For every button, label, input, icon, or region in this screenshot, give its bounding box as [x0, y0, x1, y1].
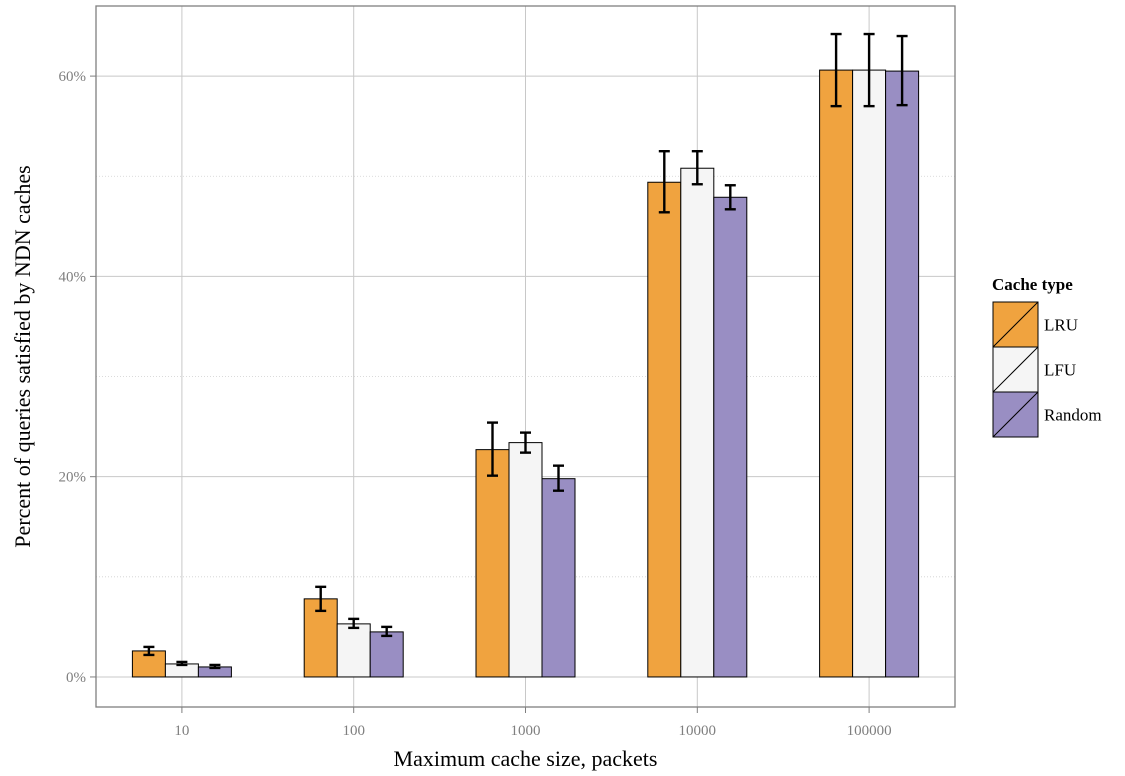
x-tick-label: 100 [342, 723, 365, 739]
bar-lru-1000 [475, 449, 510, 678]
legend: Cache type LRU LFU Random [992, 275, 1102, 438]
legend-title: Cache type [992, 275, 1073, 294]
bar-lfu-100 [336, 623, 371, 678]
x-axis-title: Maximum cache size, packets [394, 746, 658, 771]
legend-key-slash [992, 346, 1039, 393]
y-tick-label: 20% [59, 470, 87, 486]
y-axis-title: Percent of queries satisfied by NDN cach… [10, 165, 35, 547]
legend-label-lfu: LFU [1044, 361, 1076, 380]
error-bar-lfu-1000 [520, 431, 531, 454]
y-axis-ticks: 0% 20% 40% 60% [59, 69, 96, 686]
error-bar-lfu-100 [348, 617, 360, 630]
bar-lfu-100000 [852, 69, 887, 678]
bar-random-100000 [885, 70, 920, 678]
legend-label-lru: LRU [1044, 316, 1078, 335]
legend-label-random: Random [1044, 406, 1102, 425]
error-bar-lru-10000 [658, 150, 670, 214]
error-bar-lfu-100000 [863, 32, 875, 108]
legend-key-slash [992, 301, 1039, 348]
x-axis-ticks: 10 100 1000 10000 100000 [174, 707, 892, 739]
bar-random-1000 [541, 478, 576, 678]
error-bars [143, 32, 908, 670]
error-bar-lfu-10000 [691, 150, 703, 186]
error-bar-random-10 [209, 663, 221, 670]
bar-lfu-10000 [680, 167, 715, 678]
y-tick-label: 0% [66, 670, 86, 686]
error-bar-lru-10 [143, 645, 155, 657]
bar-random-100 [369, 631, 404, 678]
y-tick-label: 40% [59, 269, 87, 285]
bar-lfu-1000 [508, 442, 543, 678]
error-bar-random-100 [381, 625, 393, 638]
x-tick-label: 100000 [847, 723, 892, 739]
bar-lru-100000 [819, 69, 854, 678]
error-bar-lru-100 [315, 585, 327, 613]
y-tick-label: 60% [59, 69, 87, 85]
x-tick-label: 10 [174, 723, 189, 739]
error-bar-random-100000 [896, 34, 908, 107]
error-bar-random-1000 [553, 464, 564, 492]
bars [131, 69, 920, 678]
error-bar-random-10000 [724, 184, 736, 211]
error-bar-lru-1000 [487, 421, 498, 477]
x-tick-label: 1000 [511, 723, 541, 739]
x-tick-label: 10000 [679, 723, 717, 739]
bar-random-10000 [713, 196, 748, 678]
bar-lru-10000 [647, 181, 682, 678]
error-bar-lru-100000 [830, 32, 842, 108]
error-bar-lfu-10 [176, 660, 188, 667]
legend-key-slash [992, 391, 1039, 438]
